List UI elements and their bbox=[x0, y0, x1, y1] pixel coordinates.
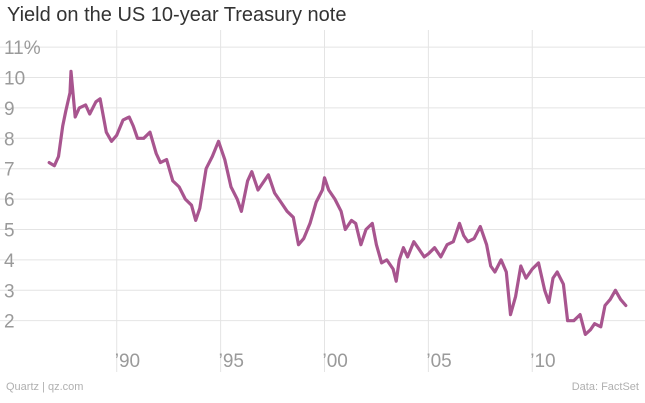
y-tick-label: 6 bbox=[4, 190, 15, 211]
y-tick-label: 2 bbox=[4, 312, 15, 333]
x-tick-label: ’05 bbox=[426, 351, 451, 372]
series-layer bbox=[47, 69, 628, 336]
y-axis-ticks: 2 3 4 5 6 7 8 9 10 11% bbox=[4, 38, 41, 333]
y-tick-label: 7 bbox=[4, 160, 15, 181]
y-tick-label: 11% bbox=[4, 38, 41, 59]
gridlines bbox=[0, 30, 645, 372]
chart-title: Yield on the US 10-year Treasury note bbox=[7, 4, 347, 26]
series-line-yield bbox=[47, 69, 628, 336]
x-tick-label: ’90 bbox=[115, 351, 140, 372]
y-tick-label: 10 bbox=[4, 69, 25, 90]
y-tick-label: 5 bbox=[4, 220, 15, 241]
y-tick-label: 4 bbox=[4, 251, 15, 272]
source-text: Data: FactSet bbox=[571, 381, 639, 393]
y-tick-label: 3 bbox=[4, 281, 15, 302]
x-tick-label: ’10 bbox=[530, 351, 555, 372]
x-axis-ticks: ’90 ’95 ’00 ’05 ’10 bbox=[115, 351, 556, 372]
x-tick-label: ’95 bbox=[219, 351, 244, 372]
y-tick-label: 8 bbox=[4, 129, 15, 150]
credit-text: Quartz | qz.com bbox=[6, 381, 84, 393]
y-tick-label: 9 bbox=[4, 99, 15, 120]
x-tick-label: ’00 bbox=[322, 351, 347, 372]
